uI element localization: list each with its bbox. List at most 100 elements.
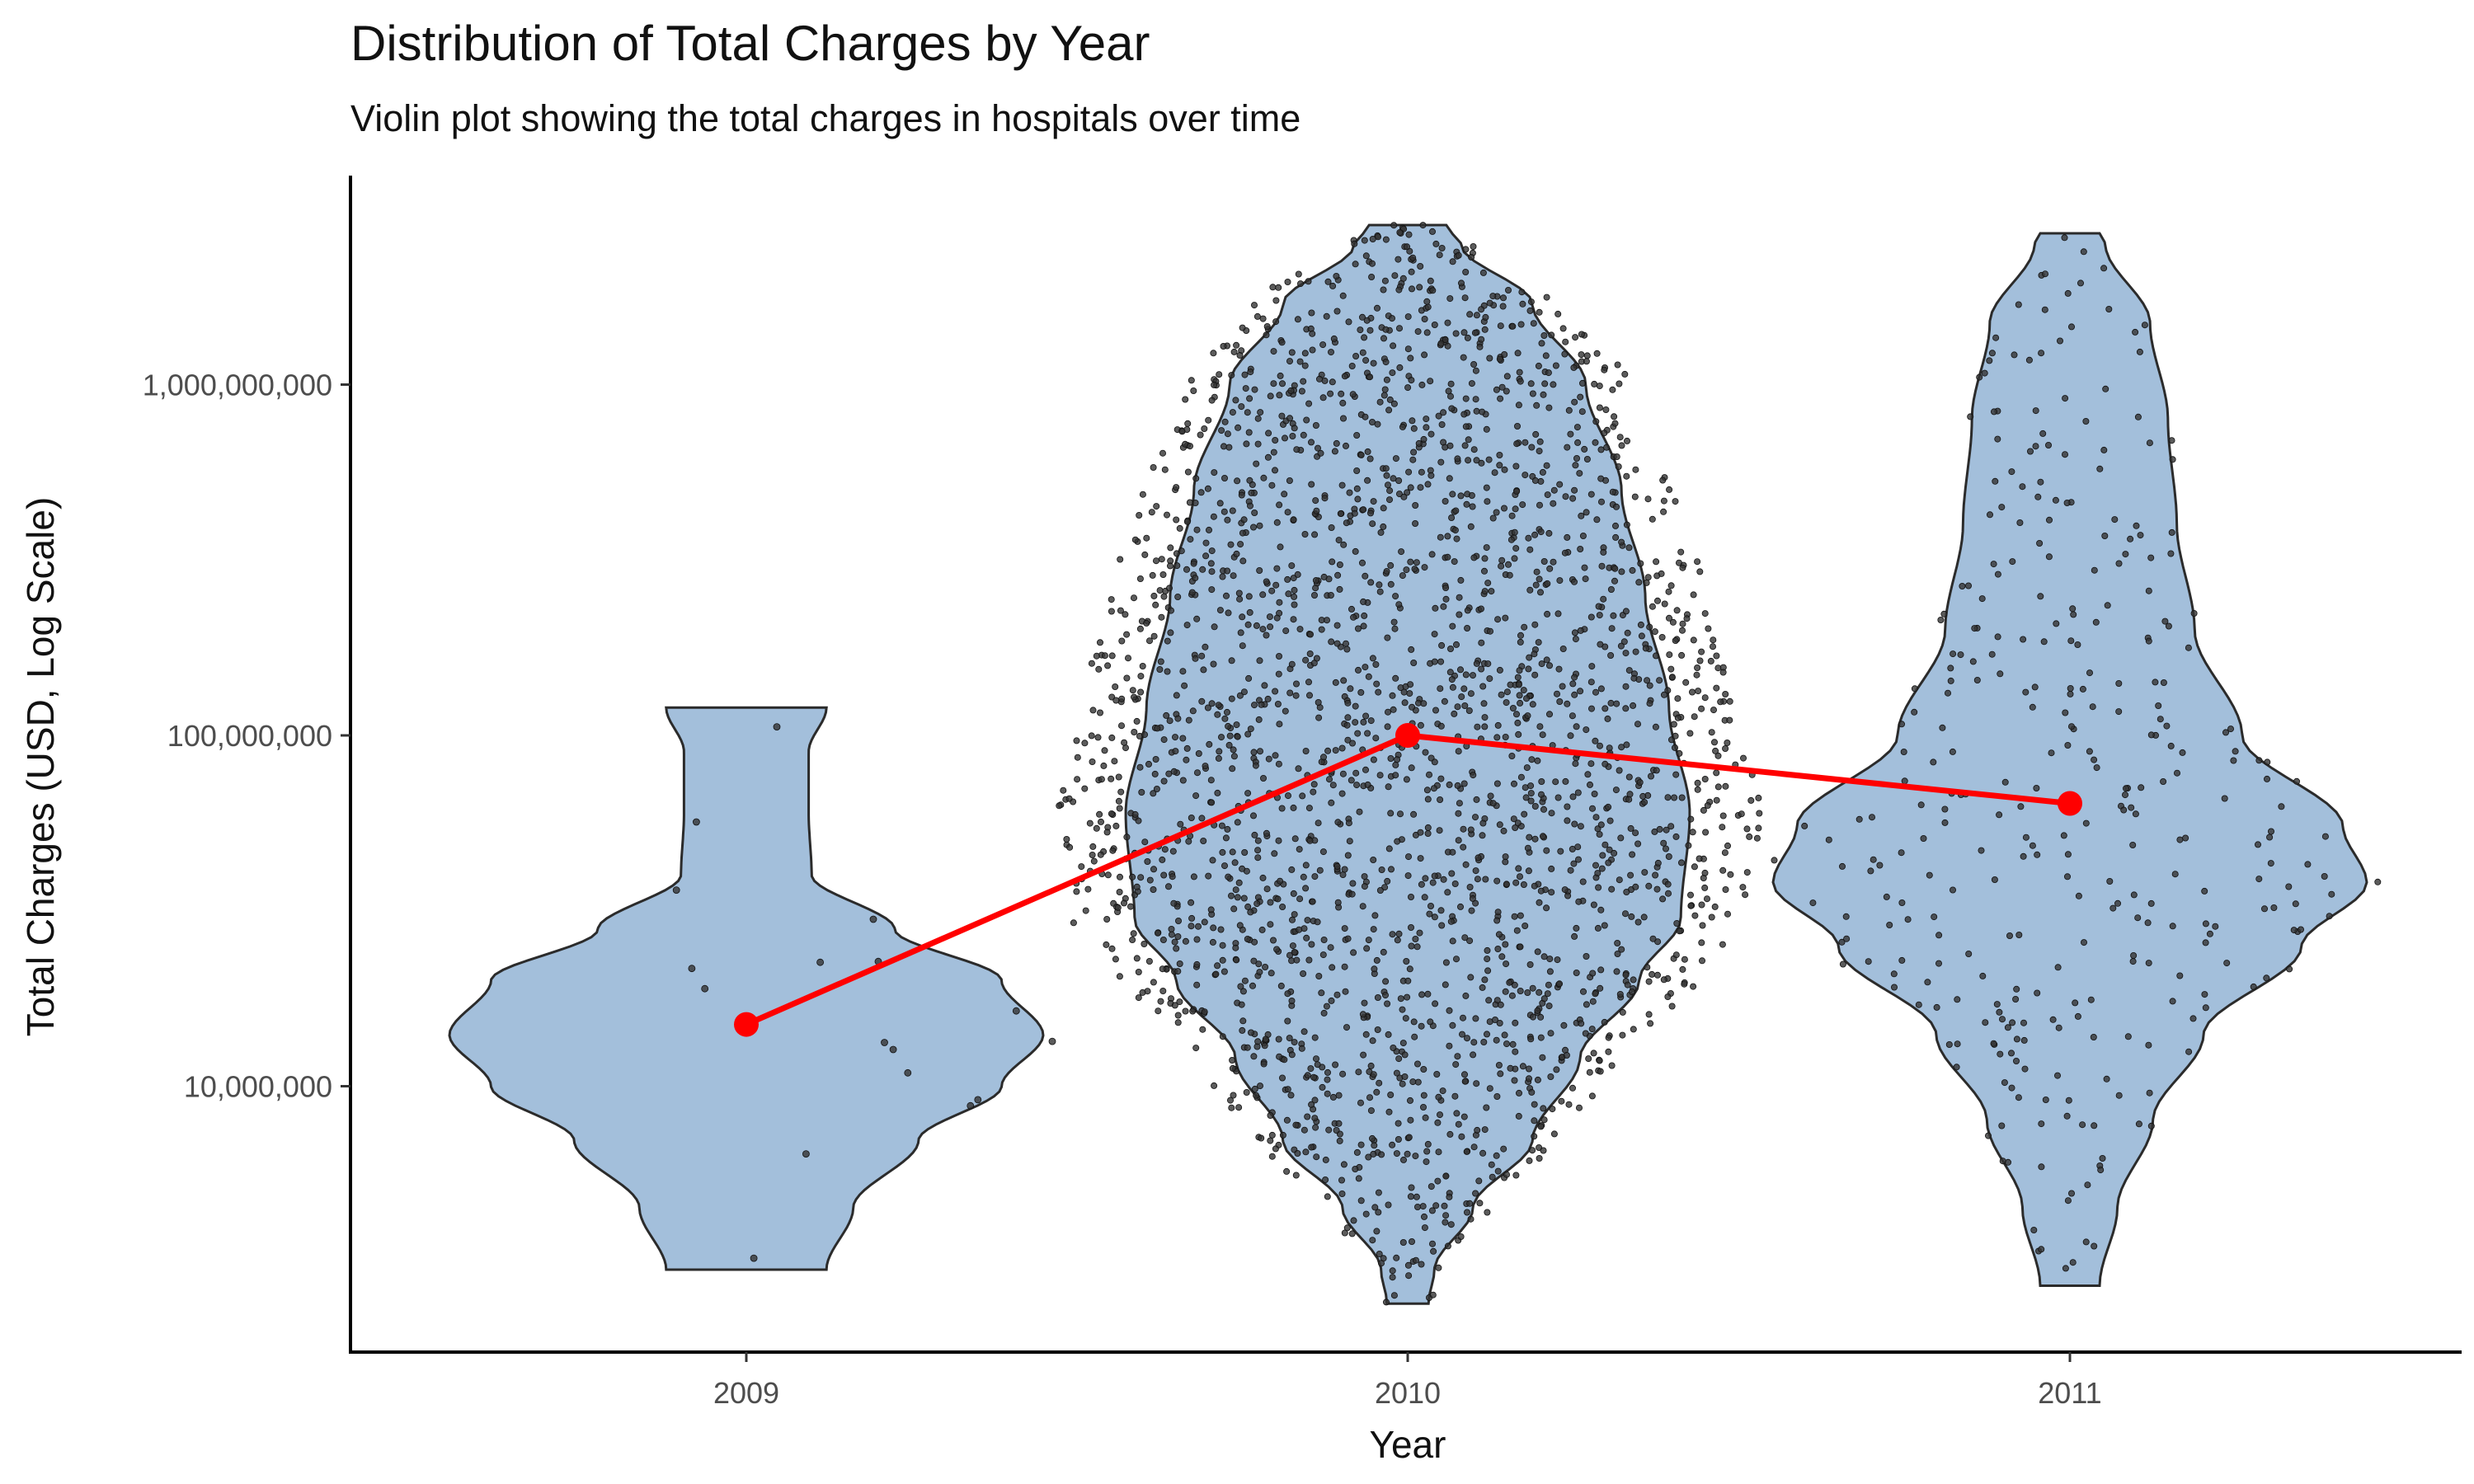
data-point xyxy=(1227,541,1235,548)
data-point xyxy=(1389,315,1396,322)
data-point xyxy=(1969,658,1977,665)
data-point xyxy=(1234,733,1241,740)
data-point xyxy=(1945,1041,1953,1049)
data-point xyxy=(1365,673,1372,680)
data-point xyxy=(1279,380,1286,387)
data-point xyxy=(1579,533,1587,540)
data-point xyxy=(1575,856,1583,863)
data-point xyxy=(1526,961,1534,969)
data-point xyxy=(1174,1019,1182,1026)
data-point xyxy=(1501,1031,1508,1039)
data-point xyxy=(2106,878,2114,885)
data-point xyxy=(1384,723,1391,730)
data-point xyxy=(1424,481,1432,488)
data-point xyxy=(1556,698,1564,706)
data-point xyxy=(1143,534,1150,542)
data-point xyxy=(1389,692,1396,699)
data-point xyxy=(1639,792,1647,800)
data-point xyxy=(1429,1240,1437,1247)
data-point xyxy=(1333,862,1341,870)
data-point xyxy=(1407,484,1414,491)
data-point xyxy=(1357,1141,1365,1148)
data-point xyxy=(1264,695,1272,702)
data-point xyxy=(1452,330,1460,337)
data-point xyxy=(1616,876,1623,884)
data-point xyxy=(2074,641,2081,649)
data-point xyxy=(1451,881,1459,888)
data-point xyxy=(1460,411,1468,418)
data-point xyxy=(1589,998,1597,1005)
data-point xyxy=(1350,1217,1357,1224)
data-point xyxy=(2292,900,2299,908)
data-point xyxy=(1468,907,1475,914)
data-point xyxy=(1540,1147,1547,1154)
data-point xyxy=(2185,644,2192,651)
data-point xyxy=(1575,898,1583,905)
data-point xyxy=(1470,360,1478,368)
data-point xyxy=(1272,437,1279,444)
data-point xyxy=(1367,1107,1375,1115)
data-point xyxy=(2167,550,2175,557)
data-point xyxy=(1584,771,1592,778)
data-point xyxy=(1512,1172,1520,1179)
data-point xyxy=(1519,300,1526,308)
data-point xyxy=(1602,841,1609,848)
data-point xyxy=(1503,373,1511,380)
data-point xyxy=(1522,472,1529,479)
data-point xyxy=(1998,1016,2006,1023)
data-point xyxy=(1173,692,1180,699)
data-point xyxy=(1415,439,1423,447)
data-point xyxy=(2032,443,2039,450)
data-point xyxy=(2044,442,2052,449)
data-point xyxy=(1464,334,1471,341)
data-point xyxy=(1481,723,1489,730)
data-point xyxy=(1418,1022,1425,1030)
data-point xyxy=(1098,818,1105,825)
data-point xyxy=(1544,610,1551,618)
data-point xyxy=(1463,500,1470,508)
data-point xyxy=(1457,576,1465,584)
data-point xyxy=(1270,937,1277,944)
data-point xyxy=(2009,1019,2016,1026)
data-point xyxy=(1259,591,1267,599)
data-point xyxy=(1447,1221,1455,1228)
data-point xyxy=(2152,679,2159,686)
data-point xyxy=(1122,611,1129,618)
data-point xyxy=(1236,595,1244,603)
data-point xyxy=(1479,683,1487,690)
data-point xyxy=(1367,579,1375,586)
data-point xyxy=(1137,874,1145,881)
data-point xyxy=(1151,770,1159,777)
data-point xyxy=(1524,712,1531,720)
data-point xyxy=(1990,408,1997,416)
data-point xyxy=(1324,1068,1332,1076)
data-point xyxy=(1288,998,1296,1005)
data-point xyxy=(1329,1093,1337,1101)
data-point xyxy=(1247,909,1254,916)
data-point xyxy=(1235,1104,1243,1111)
data-point xyxy=(1461,1071,1469,1078)
data-point xyxy=(1300,970,1307,978)
data-point xyxy=(1473,312,1480,319)
data-point xyxy=(1173,484,1180,491)
data-point xyxy=(1698,648,1705,655)
data-point xyxy=(881,1039,888,1046)
data-point xyxy=(1121,899,1128,907)
data-point xyxy=(1174,594,1182,601)
data-point xyxy=(1417,855,1424,862)
data-point xyxy=(1540,391,1547,398)
data-point xyxy=(1681,956,1688,963)
data-point xyxy=(1343,1024,1351,1031)
data-point xyxy=(1081,785,1089,792)
data-point xyxy=(1915,1001,1922,1008)
data-point xyxy=(1429,1291,1437,1298)
data-point xyxy=(1311,592,1319,599)
data-point xyxy=(1485,456,1493,463)
data-point xyxy=(1543,656,1550,664)
data-point xyxy=(1412,936,1419,943)
data-point xyxy=(1374,304,1381,312)
data-point xyxy=(1286,689,1294,697)
data-point xyxy=(2015,301,2022,308)
data-point xyxy=(1268,1131,1276,1139)
data-point xyxy=(1467,1215,1475,1223)
